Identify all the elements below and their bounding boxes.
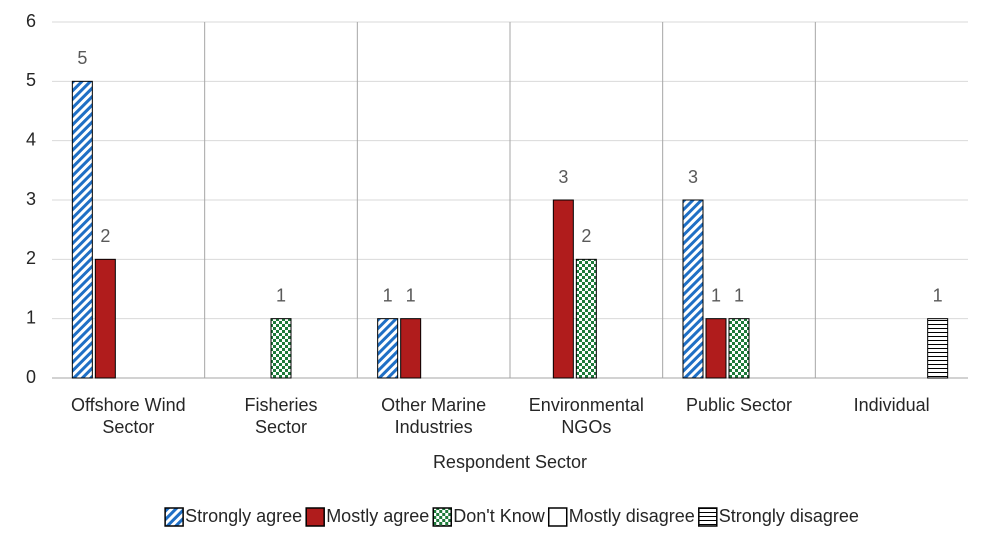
- legend-item: Mostly agree: [305, 506, 429, 527]
- x-tick-label: Fisheries Sector: [244, 395, 317, 437]
- data-label: 1: [711, 285, 721, 305]
- legend-label: Mostly disagree: [569, 506, 695, 526]
- legend-item: Don't Know: [432, 506, 546, 527]
- data-label: 2: [100, 226, 110, 246]
- bar: [575, 258, 597, 379]
- legend-swatch: [698, 507, 718, 527]
- data-label: 1: [734, 285, 744, 305]
- bar: [71, 80, 93, 379]
- data-label: 5: [77, 48, 87, 68]
- data-label: 3: [688, 167, 698, 187]
- legend-item: Strongly agree: [164, 506, 302, 527]
- y-tick-label: 6: [26, 11, 36, 31]
- bar: [728, 318, 750, 379]
- x-tick-label: Offshore Wind Sector: [71, 395, 186, 437]
- legend-swatch: [547, 507, 568, 527]
- legend-item: Strongly disagree: [698, 506, 859, 527]
- legend-swatch: [432, 507, 452, 527]
- y-tick-label: 4: [26, 129, 36, 149]
- data-label: 1: [933, 285, 943, 305]
- bar: [400, 318, 422, 379]
- data-label: 1: [276, 285, 286, 305]
- legend-label: Don't Know: [453, 506, 545, 526]
- y-tick-label: 2: [26, 248, 36, 268]
- x-tick-label: Public Sector: [686, 395, 792, 415]
- legend-swatch: [305, 507, 325, 527]
- x-tick-label: Individual: [854, 395, 930, 415]
- data-label: 1: [406, 285, 416, 305]
- legend-label: Strongly agree: [185, 506, 302, 526]
- data-label: 2: [581, 226, 591, 246]
- bar: [705, 318, 727, 379]
- x-tick-label: Other Marine Industries: [381, 395, 486, 437]
- y-tick-label: 3: [26, 189, 36, 209]
- legend-label: Strongly disagree: [719, 506, 859, 526]
- y-tick-label: 0: [26, 367, 36, 387]
- legend-label: Mostly agree: [326, 506, 429, 526]
- y-tick-label: 1: [26, 307, 36, 327]
- bar: [682, 199, 704, 379]
- data-label: 1: [383, 285, 393, 305]
- bar: [94, 258, 116, 379]
- x-axis-title: Respondent Sector: [433, 452, 587, 472]
- bar: [927, 318, 949, 379]
- x-tick-label: Environmental NGOs: [529, 395, 644, 437]
- legend-swatch: [164, 507, 184, 527]
- data-label: 3: [558, 167, 568, 187]
- legend-item: Mostly disagree: [547, 506, 695, 527]
- bar: [270, 318, 292, 379]
- y-tick-label: 5: [26, 70, 36, 90]
- bar: [552, 199, 574, 379]
- bar: [377, 318, 399, 379]
